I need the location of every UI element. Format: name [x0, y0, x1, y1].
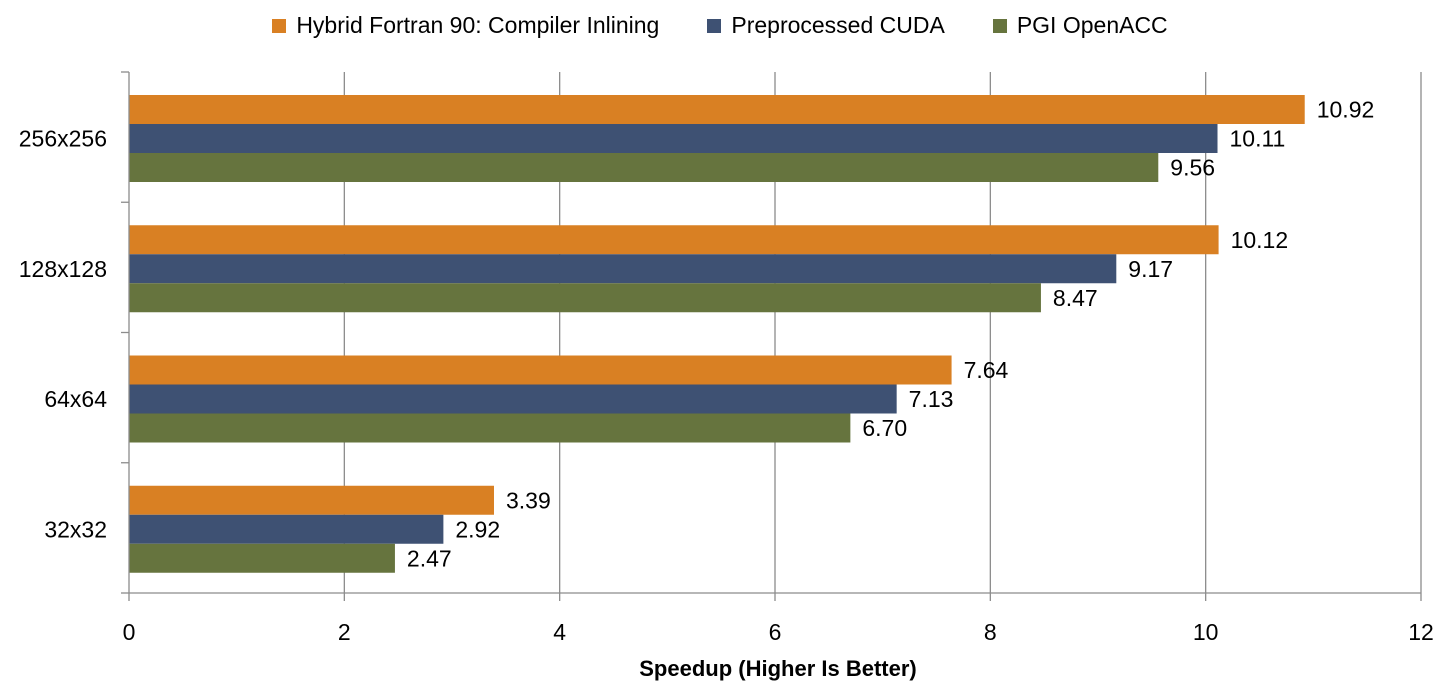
data-label: 9.17: [1128, 256, 1173, 282]
bar: [129, 124, 1218, 153]
data-label: 2.47: [407, 545, 452, 571]
legend-item-pgi-openacc: PGI OpenACC: [992, 12, 1168, 39]
x-axis-title: Speedup (Higher Is Better): [639, 656, 916, 681]
bar: [129, 254, 1117, 284]
x-tick-label: 2: [338, 619, 351, 645]
data-label: 10.92: [1317, 97, 1375, 123]
legend-label-preprocessed-cuda: Preprocessed CUDA: [731, 12, 945, 38]
data-label: 7.13: [909, 386, 954, 412]
legend-swatch-pgi-openacc: [992, 18, 1007, 33]
bar: [129, 485, 494, 515]
data-label: 6.70: [862, 415, 907, 441]
legend-item-preprocessed-cuda: Preprocessed CUDA: [707, 12, 945, 39]
x-tick-label: 0: [123, 619, 136, 645]
x-tick-label: 6: [769, 619, 782, 645]
data-label: 10.11: [1230, 126, 1286, 152]
bar: [129, 413, 851, 443]
x-tick-label: 8: [984, 619, 997, 645]
data-label: 8.47: [1053, 285, 1098, 311]
bar: [129, 283, 1041, 313]
legend-label-pgi-openacc: PGI OpenACC: [1016, 12, 1168, 38]
legend-item-hybrid-fortran: Hybrid Fortran 90: Compiler Inlining: [272, 12, 659, 39]
bar: [129, 384, 897, 414]
legend-swatch-preprocessed-cuda: [707, 18, 722, 33]
bar: [129, 514, 444, 544]
bar: [129, 355, 952, 385]
data-label: 3.39: [506, 487, 551, 513]
legend: Hybrid Fortran 90: Compiler Inlining Pre…: [0, 12, 1440, 39]
legend-label-hybrid-fortran: Hybrid Fortran 90: Compiler Inlining: [296, 12, 660, 38]
data-label: 2.92: [455, 516, 500, 542]
bar: [129, 225, 1219, 255]
data-label: 7.64: [964, 357, 1009, 383]
category-label: 128x128: [19, 256, 107, 282]
bar: [129, 153, 1159, 182]
category-label: 64x64: [44, 386, 107, 412]
data-label: 9.56: [1170, 155, 1215, 181]
data-label: 10.12: [1231, 227, 1289, 253]
x-tick-label: 4: [553, 619, 566, 645]
x-tick-label: 12: [1408, 619, 1434, 645]
category-label: 256x256: [19, 126, 107, 152]
legend-swatch-hybrid-fortran: [272, 18, 287, 33]
bar: [129, 95, 1305, 124]
bar: [129, 543, 395, 573]
x-tick-label: 10: [1193, 619, 1219, 645]
category-label: 32x32: [44, 516, 107, 542]
